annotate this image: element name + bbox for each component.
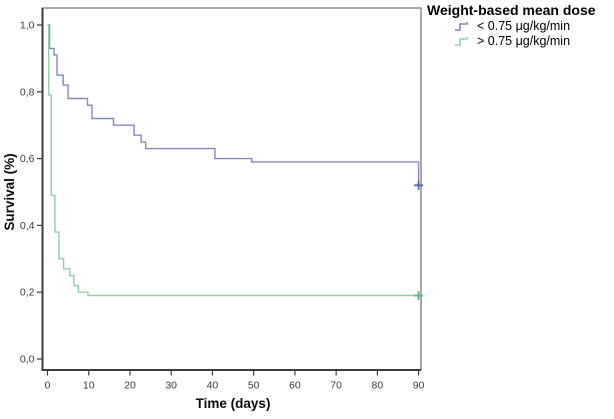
svg-text:Survival (%): Survival (%) (2, 153, 17, 230)
legend: Weight-based mean dose < 0.75 μg/kg/min … (427, 2, 613, 48)
legend-item-low-dose: < 0.75 μg/kg/min (454, 19, 613, 33)
svg-text:0,2: 0,2 (20, 287, 35, 299)
svg-text:0,0: 0,0 (20, 354, 35, 366)
svg-text:0,4: 0,4 (20, 220, 35, 232)
svg-text:60: 60 (289, 380, 301, 392)
svg-text:0,6: 0,6 (20, 153, 35, 165)
svg-text:10: 10 (83, 380, 95, 392)
svg-text:50: 50 (248, 380, 260, 392)
svg-text:80: 80 (372, 380, 384, 392)
legend-item-label: > 0.75 μg/kg/min (477, 34, 571, 48)
svg-text:30: 30 (165, 380, 177, 392)
svg-text:40: 40 (207, 380, 219, 392)
svg-text:20: 20 (124, 380, 136, 392)
legend-item-high-dose: > 0.75 μg/kg/min (454, 34, 613, 48)
svg-text:Time (days): Time (days) (196, 396, 271, 411)
step-line-icon (455, 22, 468, 31)
svg-text:0,8: 0,8 (20, 86, 35, 98)
svg-text:90: 90 (413, 380, 425, 392)
svg-text:1,0: 1,0 (20, 20, 35, 32)
svg-text:0: 0 (45, 380, 51, 392)
legend-item-label: < 0.75 μg/kg/min (477, 19, 571, 33)
svg-text:70: 70 (330, 380, 342, 392)
step-line-icon (455, 37, 468, 46)
legend-title: Weight-based mean dose (427, 2, 596, 18)
